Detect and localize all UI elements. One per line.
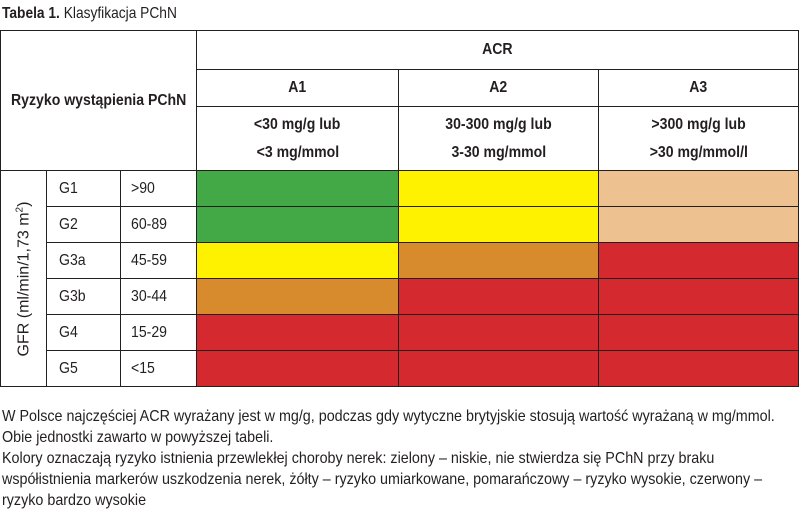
risk-cell-g2-a3 <box>598 206 800 243</box>
risk-cell-g3a-a2 <box>398 242 600 279</box>
risk-cell-g3b-a3 <box>598 278 800 315</box>
gfr-range: >90 <box>119 170 198 207</box>
header-row-categories: A1 A2 A3 <box>1 69 800 107</box>
gfr-range: 45-59 <box>119 242 198 279</box>
gfr-range: <15 <box>119 350 198 387</box>
column-a1-range: <30 mg/g lub <3 mg/mmol <box>196 106 400 171</box>
gfr-stage: G3a <box>46 242 121 279</box>
gfr-stage: G4 <box>46 314 121 351</box>
gfr-row-g3a: G3a 45-59 <box>1 242 800 279</box>
risk-cell-g3a-a1 <box>196 242 400 279</box>
risk-cell-g1-a3 <box>598 170 800 207</box>
column-a1-header: A1 <box>196 69 400 107</box>
gfr-row-g4: G4 15-29 <box>1 314 800 351</box>
gfr-row-g2: G2 60-89 <box>1 206 800 243</box>
gfr-stage: G3b <box>46 278 121 315</box>
table-caption: Tabela 1. Klasyfikacja PChN <box>2 4 177 24</box>
risk-cell-g4-a3 <box>598 314 800 351</box>
risk-cell-g3b-a1 <box>196 278 400 315</box>
gfr-range: 30-44 <box>119 278 198 315</box>
column-a3-range: >300 mg/g lub >30 mg/mmol/l <box>598 106 800 171</box>
acr-header: ACR <box>482 41 513 58</box>
note-colors: Kolory oznaczają ryzyko istnienia przewl… <box>2 450 763 509</box>
risk-cell-g5-a1 <box>196 350 400 387</box>
risk-cell-g4-a1 <box>196 314 400 351</box>
risk-cell-g1-a2 <box>398 170 600 207</box>
column-a2-header: A2 <box>398 69 600 107</box>
risk-cell-g2-a2 <box>398 206 600 243</box>
gfr-row-g5: G5 <15 <box>1 350 800 387</box>
gfr-stage: G2 <box>46 206 121 243</box>
header-row-ranges: <30 mg/g lub <3 mg/mmol 30-300 mg/g lub … <box>1 106 800 171</box>
gfr-range: 15-29 <box>119 314 198 351</box>
risk-cell-g1-a1 <box>196 170 400 207</box>
table-notes: W Polsce najczęściej ACR wyrażany jest w… <box>2 406 790 511</box>
ckd-classification-table: Ryzyko wystąpienia PChN ACR A1 A2 A3 <30… <box>0 30 800 387</box>
risk-cell-g5-a2 <box>398 350 600 387</box>
gfr-stage: G5 <box>46 350 121 387</box>
header-row-acr: Ryzyko wystąpienia PChN ACR <box>0 30 800 171</box>
note-units: W Polsce najczęściej ACR wyrażany jest w… <box>2 408 775 446</box>
gfr-axis-label: GFR (ml/min/1,73 m2) <box>13 201 33 356</box>
risk-cell-g2-a1 <box>196 206 400 243</box>
caption-number: Tabela 1. <box>2 5 60 22</box>
gfr-range: 60-89 <box>119 206 198 243</box>
risk-cell-g3a-a3 <box>598 242 800 279</box>
risk-label: Ryzyko wystąpienia PChN <box>11 91 187 109</box>
gfr-row-g1: GFR (ml/min/1,73 m2) G1 >90 <box>0 170 800 387</box>
risk-cell-g3b-a2 <box>398 278 600 315</box>
gfr-row-g3b: G3b 30-44 <box>1 278 800 315</box>
risk-cell-g4-a2 <box>398 314 600 351</box>
caption-title: Klasyfikacja PChN <box>63 5 177 22</box>
gfr-rows: GFR (ml/min/1,73 m2) G1 >90 G2 60-89 G3a 45-59… <box>0 170 800 387</box>
acr-header-cell: ACR <box>196 30 800 70</box>
column-a3-header: A3 <box>598 69 800 107</box>
column-a2-range: 30-300 mg/g lub 3-30 mg/mmol <box>398 106 600 171</box>
risk-cell-g5-a3 <box>598 350 800 387</box>
gfr-axis-cell: GFR (ml/min/1,73 m2) <box>0 170 47 387</box>
gfr-stage: G1 <box>46 170 121 207</box>
risk-label-cell: Ryzyko wystąpienia PChN <box>0 30 198 171</box>
